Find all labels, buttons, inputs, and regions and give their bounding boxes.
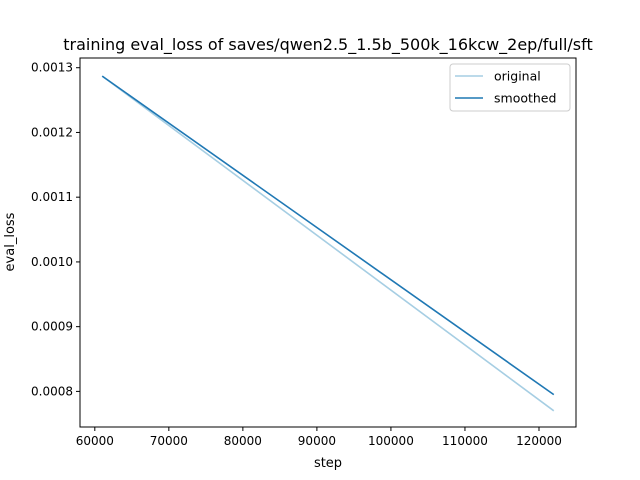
y-axis-label: eval_loss bbox=[3, 212, 18, 271]
y-tick-label: 0.0012 bbox=[31, 125, 73, 139]
legend-label-original: original bbox=[494, 69, 541, 84]
y-tick-label: 0.0009 bbox=[31, 320, 73, 334]
x-tick-label: 60000 bbox=[76, 434, 114, 448]
plot-frame bbox=[79, 57, 577, 428]
y-tick-label: 0.0013 bbox=[31, 61, 73, 75]
x-axis: 60000 70000 80000 90000 100000 110000 120000 bbox=[76, 427, 562, 448]
series-line-smoothed bbox=[101, 75, 555, 396]
x-tick-label: 110000 bbox=[442, 434, 488, 448]
y-tick-label: 0.0011 bbox=[31, 190, 73, 204]
chart-title: training eval_loss of saves/qwen2.5_1.5b… bbox=[63, 35, 592, 55]
legend-label-smoothed: smoothed bbox=[494, 91, 556, 106]
y-axis: 0.0008 0.0009 0.0010 0.0011 0.0012 0.0013 bbox=[31, 61, 80, 398]
y-tick-label: 0.0008 bbox=[31, 384, 73, 398]
x-tick-label: 80000 bbox=[224, 434, 262, 448]
x-axis-label: step bbox=[314, 456, 342, 471]
legend: original smoothed bbox=[449, 63, 571, 112]
plot-lines bbox=[101, 75, 555, 412]
x-tick-label: 70000 bbox=[150, 434, 188, 448]
y-tick-label: 0.0010 bbox=[31, 255, 73, 269]
series-line-original bbox=[101, 75, 555, 412]
x-tick-label: 90000 bbox=[298, 434, 336, 448]
x-tick-label: 120000 bbox=[516, 434, 562, 448]
x-tick-label: 100000 bbox=[368, 434, 414, 448]
